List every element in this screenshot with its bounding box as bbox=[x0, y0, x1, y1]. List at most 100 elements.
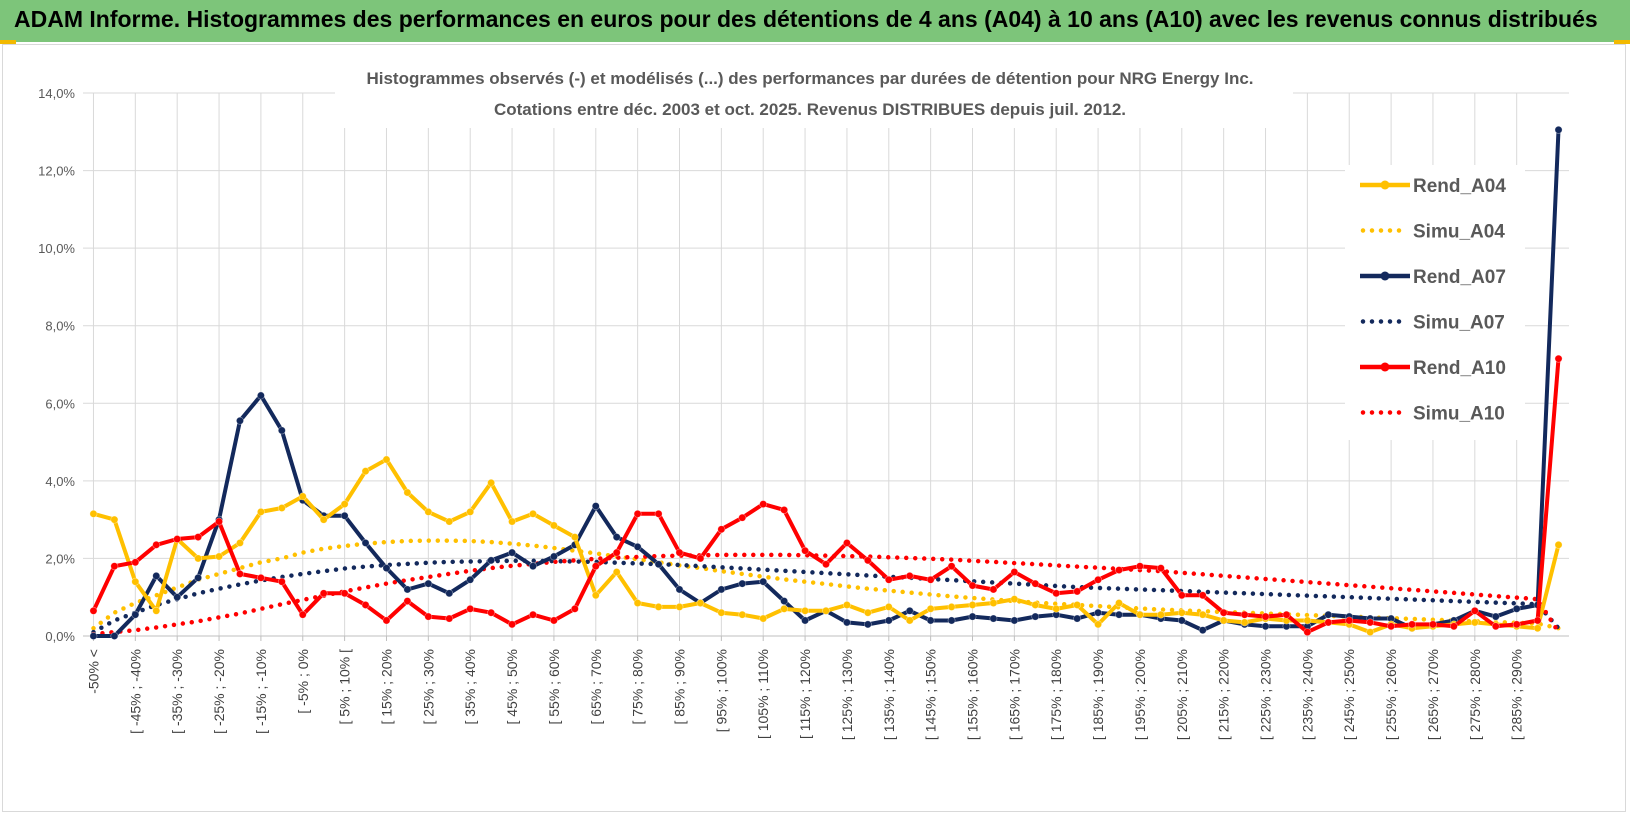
data-point bbox=[633, 599, 642, 607]
legend-marker bbox=[1380, 362, 1390, 372]
series-Simu_A07 bbox=[91, 558, 1561, 635]
data-point bbox=[717, 525, 726, 534]
report-title: ADAM Informe. Histogrammes des performan… bbox=[14, 6, 1598, 32]
data-point bbox=[1261, 622, 1270, 631]
data-point bbox=[926, 604, 935, 613]
legend-item-Rend_A04: Rend_A04 bbox=[1360, 176, 1506, 197]
series-line-Rend_A07 bbox=[93, 129, 1561, 638]
data-point bbox=[215, 517, 223, 526]
data-point bbox=[173, 535, 182, 543]
data-point bbox=[424, 579, 433, 588]
data-point bbox=[1470, 618, 1479, 627]
data-point bbox=[277, 577, 286, 586]
legend-background bbox=[1345, 165, 1525, 440]
data-point bbox=[298, 492, 307, 501]
x-tick-label: [ 145% ; 150% bbox=[923, 649, 939, 740]
data-point bbox=[403, 597, 412, 605]
y-tick-label: 14,0% bbox=[38, 86, 75, 101]
data-point bbox=[947, 603, 956, 611]
x-tick-label: [ 195% ; 200% bbox=[1132, 649, 1148, 740]
data-point bbox=[382, 564, 391, 573]
data-point bbox=[1512, 620, 1521, 629]
data-point bbox=[487, 556, 496, 565]
data-point bbox=[1094, 620, 1102, 629]
data-point bbox=[591, 591, 600, 600]
data-point bbox=[152, 571, 161, 580]
data-point bbox=[1219, 608, 1228, 617]
data-point bbox=[801, 616, 809, 625]
data-point bbox=[550, 521, 558, 530]
data-point bbox=[1240, 610, 1249, 619]
x-tick-label: [ 115% ; 120% bbox=[797, 649, 813, 739]
series-line-Simu_A10 bbox=[91, 552, 1561, 637]
data-point bbox=[131, 610, 140, 619]
data-point bbox=[466, 604, 475, 613]
series-Simu_A10 bbox=[91, 552, 1561, 637]
data-point bbox=[968, 581, 977, 590]
data-point bbox=[89, 632, 98, 640]
data-point bbox=[1177, 608, 1186, 617]
x-tick-label: [ 75% ; 80% bbox=[630, 649, 646, 725]
x-tick-label: [ 85% ; 90% bbox=[671, 649, 687, 725]
data-point bbox=[1094, 608, 1102, 617]
data-point bbox=[194, 554, 203, 563]
data-point bbox=[1303, 616, 1312, 625]
data-point bbox=[1177, 616, 1186, 625]
data-point bbox=[487, 478, 496, 487]
data-point bbox=[1554, 354, 1563, 363]
x-tick-label: [ 25% ; 30% bbox=[420, 649, 436, 725]
data-point bbox=[633, 509, 642, 518]
data-point bbox=[1010, 616, 1019, 625]
data-point bbox=[1073, 587, 1082, 596]
data-point bbox=[215, 552, 223, 561]
data-point bbox=[1136, 610, 1144, 619]
legend-label: Simu_A04 bbox=[1413, 222, 1505, 243]
data-point bbox=[1533, 616, 1542, 625]
data-point bbox=[1156, 610, 1165, 619]
data-point bbox=[654, 509, 663, 518]
data-point bbox=[1554, 125, 1563, 134]
data-point bbox=[1198, 591, 1207, 600]
data-point bbox=[1031, 612, 1040, 621]
data-point bbox=[1073, 601, 1082, 609]
data-point bbox=[989, 599, 998, 607]
data-point bbox=[570, 604, 579, 613]
data-point bbox=[843, 539, 851, 547]
data-point bbox=[403, 585, 412, 594]
data-point bbox=[1010, 595, 1019, 604]
data-point bbox=[968, 612, 977, 621]
y-tick-label: 8,0% bbox=[45, 319, 75, 334]
data-point bbox=[675, 603, 684, 611]
data-point bbox=[759, 500, 768, 509]
data-point bbox=[1366, 618, 1375, 627]
legend-label: Simu_A10 bbox=[1413, 404, 1505, 425]
legend-marker bbox=[1380, 180, 1390, 190]
data-point bbox=[1366, 628, 1375, 637]
data-point bbox=[89, 606, 98, 615]
x-tick-label: [ 225% ; 230% bbox=[1258, 649, 1274, 740]
data-point bbox=[1031, 601, 1040, 609]
data-point bbox=[236, 539, 244, 547]
data-point bbox=[403, 488, 412, 497]
data-point bbox=[1345, 616, 1354, 625]
data-point bbox=[863, 620, 872, 629]
data-point bbox=[298, 610, 307, 619]
data-point bbox=[194, 573, 203, 582]
grid-lines bbox=[83, 92, 1569, 637]
data-point bbox=[131, 577, 140, 586]
data-point bbox=[110, 632, 119, 640]
data-point bbox=[654, 560, 663, 569]
x-tick-label: [ 55% ; 60% bbox=[546, 649, 562, 725]
data-point bbox=[508, 548, 516, 557]
data-point bbox=[1533, 624, 1542, 633]
data-point bbox=[424, 507, 433, 516]
legend-item-Simu_A10: Simu_A10 bbox=[1360, 404, 1505, 425]
y-axis: 0,0% 2,0% 4,0% 6,0% 8,0% 10,0% 12,0% 14,0% bbox=[38, 86, 75, 644]
x-tick-label: [ 155% ; 160% bbox=[965, 649, 981, 740]
data-point bbox=[1052, 589, 1061, 598]
data-point bbox=[905, 571, 914, 580]
data-point bbox=[1115, 599, 1123, 607]
data-point bbox=[529, 562, 537, 571]
y-tick-label: 2,0% bbox=[45, 551, 75, 566]
data-point bbox=[717, 608, 726, 617]
